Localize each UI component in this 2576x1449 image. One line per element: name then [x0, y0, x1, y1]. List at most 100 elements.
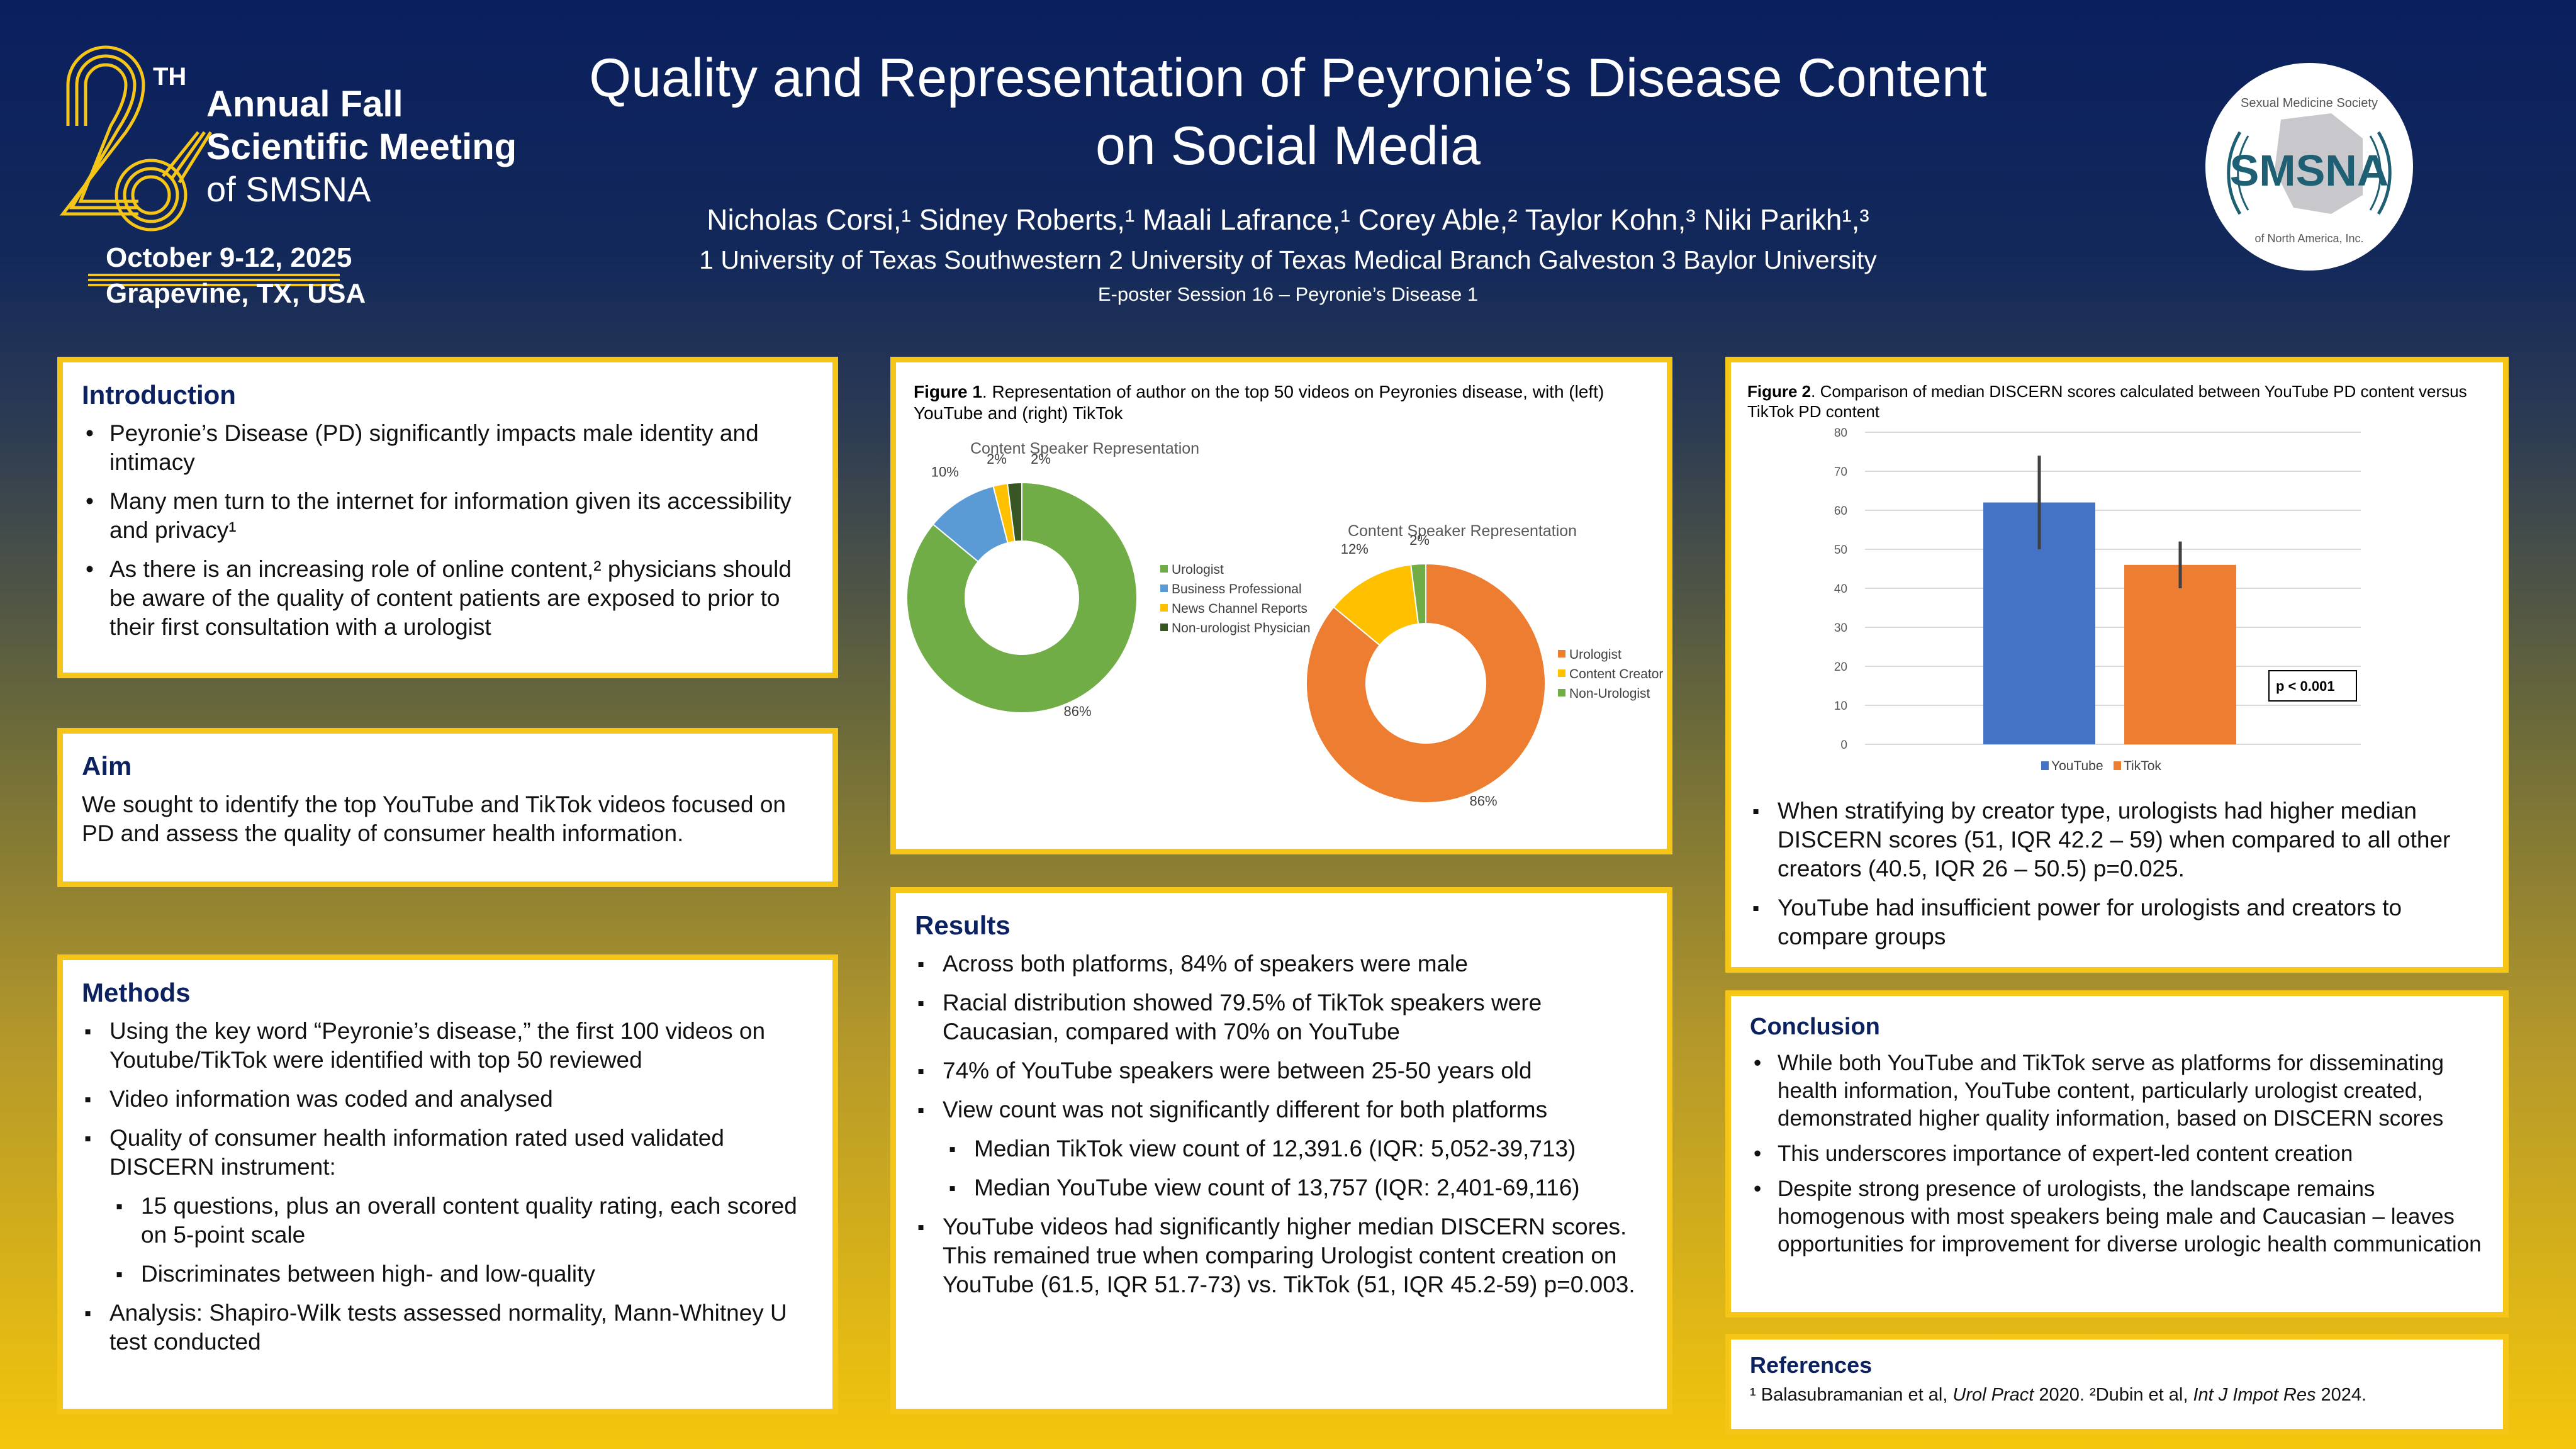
- legend-swatch: [2114, 761, 2121, 770]
- figure1-caption-text: . Representation of author on the top 50…: [914, 382, 1604, 423]
- results-panel: Results Across both platforms, 84% of sp…: [890, 887, 1672, 1414]
- data-label: 10%: [931, 464, 959, 479]
- figure1-donut-charts: Content Speaker Representation 86% 10% 2% 2%…: [906, 440, 1663, 809]
- aim-panel: Aim We sought to identify the top YouTub…: [57, 728, 838, 887]
- list-item: Using the key word “Peyronie’s disease,”…: [82, 1017, 814, 1075]
- reference-list: ¹ Balasubramanian et al, Urol Pract 2020…: [1750, 1384, 2484, 1406]
- y-tick-label: 10: [1834, 700, 1847, 713]
- y-tick-label: 50: [1834, 544, 1847, 557]
- figure1-label: Figure 1: [914, 382, 982, 401]
- legend-item: News Channel Reports: [1172, 601, 1308, 616]
- p-value-annotation: p < 0.001: [2276, 678, 2335, 694]
- y-tick-label: 0: [1840, 739, 1847, 752]
- list-item: Many men turn to the internet for inform…: [82, 487, 814, 545]
- y-tick-label: 30: [1834, 622, 1847, 635]
- title-line-1: Quality and Representation of Peyronie’s…: [589, 48, 1987, 108]
- donut-slice-urologist: [906, 481, 1138, 713]
- y-tick-label: 60: [1834, 505, 1847, 518]
- society-logo-bottom-text: of North America, Inc.: [2254, 232, 2363, 245]
- list-item: 74% of YouTube speakers were between 25-…: [915, 1056, 1648, 1085]
- list-item: View count was not significantly differe…: [915, 1095, 1648, 1124]
- figure2-caption-text: . Comparison of median DISCERN scores ca…: [1747, 382, 2467, 421]
- annotation-box: [2268, 670, 2357, 702]
- legend-swatch: [1160, 585, 1168, 592]
- list-item: Discriminates between high- and low-qual…: [113, 1260, 814, 1289]
- data-label: 2%: [987, 451, 1007, 467]
- figure2-label: Figure 2: [1747, 382, 1812, 401]
- introduction-heading: Introduction: [82, 380, 236, 410]
- data-label: 86%: [1470, 793, 1498, 809]
- legend-item: Non-Urologist: [1569, 686, 1650, 701]
- y-tick-label: 80: [1834, 427, 1847, 440]
- reference-number: ²: [2090, 1385, 2096, 1405]
- logo-line2: Scientific Meeting: [206, 126, 517, 167]
- aim-text: We sought to identify the top YouTube an…: [82, 792, 786, 846]
- figure2-bar-chart: 0 10 20 30 40 50 60 70 80 p < 0.001 YouTube TikTok: [1834, 427, 2361, 773]
- list-item: Across both platforms, 84% of speakers w…: [915, 949, 1648, 978]
- y-tick-label: 40: [1834, 583, 1847, 596]
- legend-swatch: [1558, 689, 1565, 697]
- list-item: Analysis: Shapiro-Wilk tests assessed no…: [82, 1299, 814, 1357]
- data-label: 2%: [1031, 451, 1051, 467]
- list-item: When stratifying by creator type, urolog…: [1750, 797, 2486, 883]
- list-item: This underscores importance of expert-le…: [1750, 1140, 2484, 1168]
- society-seal-graphic: SMSNA Sexual Medicine Society of North A…: [2227, 96, 2392, 245]
- figure2-panel: Figure 2. Comparison of median DISCERN s…: [1725, 357, 2509, 973]
- list-item: Median TikTok view count of 12,391.6 (IQ…: [946, 1134, 1648, 1163]
- list-item: YouTube had insufficient power for urolo…: [1750, 893, 2486, 951]
- logo-suffix: TH: [153, 63, 187, 91]
- meeting-logo: TH Annual Fall Scientific Meeting of SMS…: [38, 25, 517, 315]
- legend-item: Non-urologist Physician: [1172, 621, 1311, 635]
- list-item: Median YouTube view count of 13,757 (IQR…: [946, 1173, 1648, 1202]
- data-label: 2%: [1409, 532, 1430, 548]
- legend-item: Urologist: [1172, 562, 1224, 577]
- conclusion-panel: Conclusion While both YouTube and TikTok…: [1725, 990, 2509, 1318]
- reference-year: 2024.: [2316, 1385, 2367, 1405]
- legend-swatch: [1558, 650, 1565, 657]
- affiliations: 1 University of Texas Southwestern 2 Uni…: [699, 245, 1877, 274]
- list-item: Quality of consumer health information r…: [82, 1124, 814, 1182]
- title-line-2: on Social Media: [1095, 116, 1481, 176]
- y-tick-label: 20: [1834, 661, 1847, 674]
- reference-number: ¹: [1750, 1385, 1756, 1405]
- list-item: Despite strong presence of urologists, t…: [1750, 1175, 2484, 1258]
- number-26-logo-mark: [59, 45, 213, 232]
- legend-swatch: [1160, 604, 1168, 612]
- reference-year: 2020.: [2034, 1385, 2090, 1405]
- figure1-caption: Figure 1. Representation of author on th…: [914, 381, 1650, 424]
- donut-slice-non-urologist-physician: [1006, 481, 1022, 542]
- figure1-panel: Figure 1. Representation of author on th…: [890, 357, 1672, 854]
- legend-swatch: [1160, 565, 1168, 573]
- list-item: While both YouTube and TikTok serve as p…: [1750, 1049, 2484, 1133]
- legend-item: Content Creator: [1569, 667, 1663, 681]
- legend-item: Business Professional: [1172, 582, 1302, 596]
- reference-authors: Balasubramanian et al,: [1756, 1385, 1953, 1405]
- reference-journal: Urol Pract: [1952, 1385, 2034, 1405]
- references-panel: References ¹ Balasubramanian et al, Urol…: [1725, 1334, 2509, 1435]
- methods-panel: Methods Using the key word “Peyronie’s d…: [57, 954, 838, 1414]
- list-item: YouTube videos had significantly higher …: [915, 1212, 1648, 1299]
- logo-stripes: [88, 274, 340, 289]
- list-item: Racial distribution showed 79.5% of TikT…: [915, 988, 1648, 1046]
- legend-swatch: [1160, 624, 1168, 631]
- chart-title: Content Speaker Representation: [1348, 522, 1577, 540]
- conclusion-heading: Conclusion: [1750, 1014, 1880, 1040]
- list-item: Video information was coded and analysed: [82, 1085, 814, 1114]
- logo-line3: of SMSNA: [206, 169, 371, 209]
- data-label: 86%: [1064, 703, 1092, 719]
- methods-heading: Methods: [82, 978, 191, 1007]
- list-item: Peyronie’s Disease (PD) significantly im…: [82, 419, 814, 477]
- society-logo: SMSNA Sexual Medicine Society of North A…: [2205, 63, 2413, 271]
- chart-title: Content Speaker Representation: [970, 440, 1199, 457]
- logo-line1: Annual Fall: [206, 84, 403, 125]
- list-item: 15 questions, plus an overall content qu…: [113, 1192, 814, 1250]
- legend-swatch: [1558, 669, 1565, 677]
- legend-swatch: [2041, 761, 2049, 770]
- y-tick-label: 70: [1834, 466, 1847, 479]
- donut-slice-urologist: [1306, 562, 1546, 803]
- society-logo-name: SMSNA: [2230, 146, 2389, 195]
- author-list: Nicholas Corsi,¹ Sidney Roberts,¹ Maali …: [707, 203, 1869, 236]
- session-label: E-poster Session 16 – Peyronie’s Disease…: [1097, 283, 1479, 305]
- introduction-panel: Introduction Peyronie’s Disease (PD) sig…: [57, 357, 838, 678]
- meeting-place: Grapevine, TX, USA: [106, 278, 366, 309]
